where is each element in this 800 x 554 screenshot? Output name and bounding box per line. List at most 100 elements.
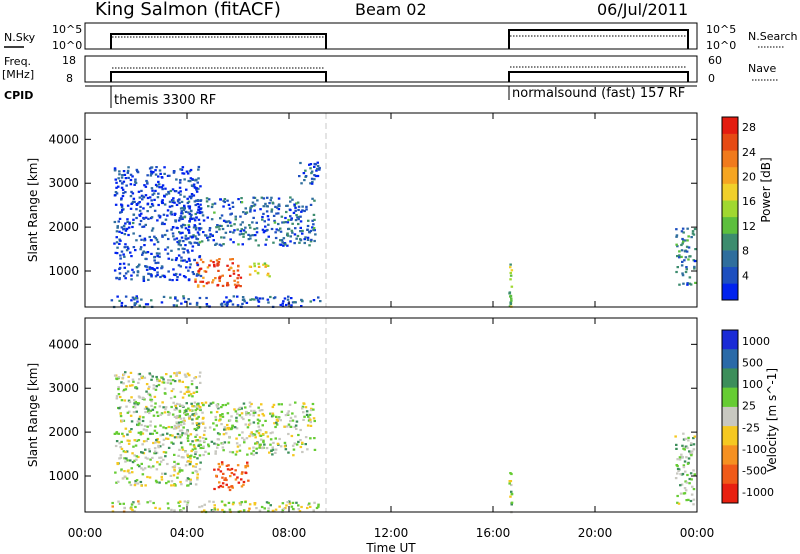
- heatmap-cell: [300, 210, 303, 213]
- heatmap-cell: [693, 473, 696, 476]
- heatmap-cell: [236, 295, 239, 298]
- heatmap-cell: [164, 392, 167, 395]
- heatmap-cell: [309, 203, 313, 206]
- heatmap-cell: [230, 485, 233, 488]
- heatmap-cell: [303, 241, 306, 245]
- heatmap-cell: [283, 297, 287, 300]
- heatmap-cell: [155, 375, 158, 379]
- heatmap-cell: [686, 282, 689, 285]
- heatmap-cell: [158, 379, 161, 382]
- heatmap-cell: [184, 276, 187, 279]
- heatmap-cell: [145, 439, 148, 443]
- heatmap-cell: [126, 171, 130, 174]
- heatmap-cell: [159, 445, 162, 448]
- heatmap-cell: [157, 175, 160, 178]
- heatmap-cell: [123, 266, 126, 269]
- heatmap-cell: [173, 424, 177, 427]
- heatmap-cell: [266, 298, 270, 301]
- heatmap-cell: [224, 231, 228, 234]
- heatmap-cell: [210, 440, 214, 443]
- heatmap-cell: [199, 274, 203, 278]
- heatmap-cell: [162, 295, 166, 298]
- heatmap-cell: [676, 266, 679, 269]
- heatmap-cell: [197, 233, 201, 236]
- heatmap-cell: [150, 166, 154, 169]
- heatmap-cell: [683, 250, 687, 253]
- heatmap-cell: [678, 456, 682, 459]
- heatmap-cell: [152, 192, 156, 195]
- heatmap-cell: [279, 303, 282, 307]
- heatmap-cell: [202, 453, 205, 457]
- heatmap-cell: [684, 489, 688, 492]
- heatmap-cell: [163, 194, 166, 197]
- heatmap-cell: [294, 206, 297, 209]
- heatmap-cell: [154, 402, 157, 405]
- heatmap-cell: [151, 189, 154, 192]
- heatmap-cell: [132, 405, 135, 409]
- heatmap-cell: [195, 178, 198, 181]
- heatmap-cell: [251, 221, 254, 224]
- heatmap-cell: [218, 258, 221, 261]
- heatmap-cell: [120, 399, 124, 402]
- heatmap-cell: [197, 284, 200, 287]
- heatmap-cell: [146, 501, 149, 504]
- heatmap-cell: [178, 181, 182, 184]
- heatmap-cell: [187, 228, 190, 231]
- heatmap-cell: [677, 469, 680, 472]
- heatmap-cell: [120, 176, 124, 179]
- heatmap-cell: [221, 446, 225, 449]
- heatmap-cell: [242, 233, 245, 236]
- heatmap-cell: [309, 167, 312, 170]
- heatmap-cell: [242, 235, 245, 238]
- heatmap-cell: [115, 230, 119, 233]
- heatmap-cell: [301, 232, 304, 235]
- heatmap-cell: [271, 448, 275, 451]
- heatmap-cell: [131, 508, 134, 512]
- heatmap-cell: [152, 501, 155, 505]
- heatmap-cell: [148, 196, 152, 199]
- heatmap-cell: [181, 396, 185, 399]
- heatmap-cell: [297, 222, 300, 226]
- heatmap-cell: [309, 418, 312, 421]
- heatmap-cell: [224, 403, 227, 407]
- heatmap-cell: [144, 484, 147, 487]
- heatmap-cell: [216, 432, 220, 435]
- heatmap-cell: [125, 457, 128, 460]
- heatmap-cell: [272, 403, 276, 406]
- heatmap-cell: [230, 267, 233, 270]
- heatmap-cell: [153, 198, 156, 201]
- heatmap-cell: [186, 477, 190, 480]
- heatmap-cell: [189, 197, 193, 200]
- heatmap-cell: [144, 223, 147, 226]
- heatmap-cell: [191, 405, 194, 408]
- heatmap-cell: [201, 214, 205, 217]
- heatmap-cell: [278, 437, 281, 441]
- heatmap-cell: [193, 414, 196, 417]
- heatmap-cell: [132, 232, 135, 235]
- heatmap-cell: [279, 243, 283, 246]
- heatmap-cell: [253, 227, 256, 231]
- heatmap-cell: [284, 221, 287, 224]
- heatmap-cell: [216, 284, 219, 287]
- heatmap-cell: [125, 227, 129, 230]
- heatmap-cell: [308, 502, 311, 505]
- heatmap-cell: [124, 191, 127, 194]
- heatmap-cell: [161, 188, 164, 191]
- heatmap-cell: [276, 442, 280, 445]
- heatmap-cell: [189, 235, 192, 238]
- heatmap-cell: [186, 197, 189, 200]
- heatmap-cell: [140, 484, 143, 487]
- heatmap-cell: [157, 214, 161, 217]
- heatmap-cell: [160, 267, 163, 270]
- heatmap-cell: [227, 203, 231, 206]
- heatmap-cell: [175, 257, 178, 260]
- heatmap-cell: [119, 257, 122, 260]
- heatmap-cell: [221, 463, 224, 466]
- heatmap-cell: [148, 385, 151, 388]
- heatmap-cell: [170, 441, 173, 444]
- heatmap-cell: [244, 466, 247, 469]
- heatmap-cell: [129, 178, 133, 182]
- heatmap-cell: [306, 228, 309, 231]
- colorbar-swatch: [722, 233, 738, 251]
- heatmap-cell: [156, 414, 160, 417]
